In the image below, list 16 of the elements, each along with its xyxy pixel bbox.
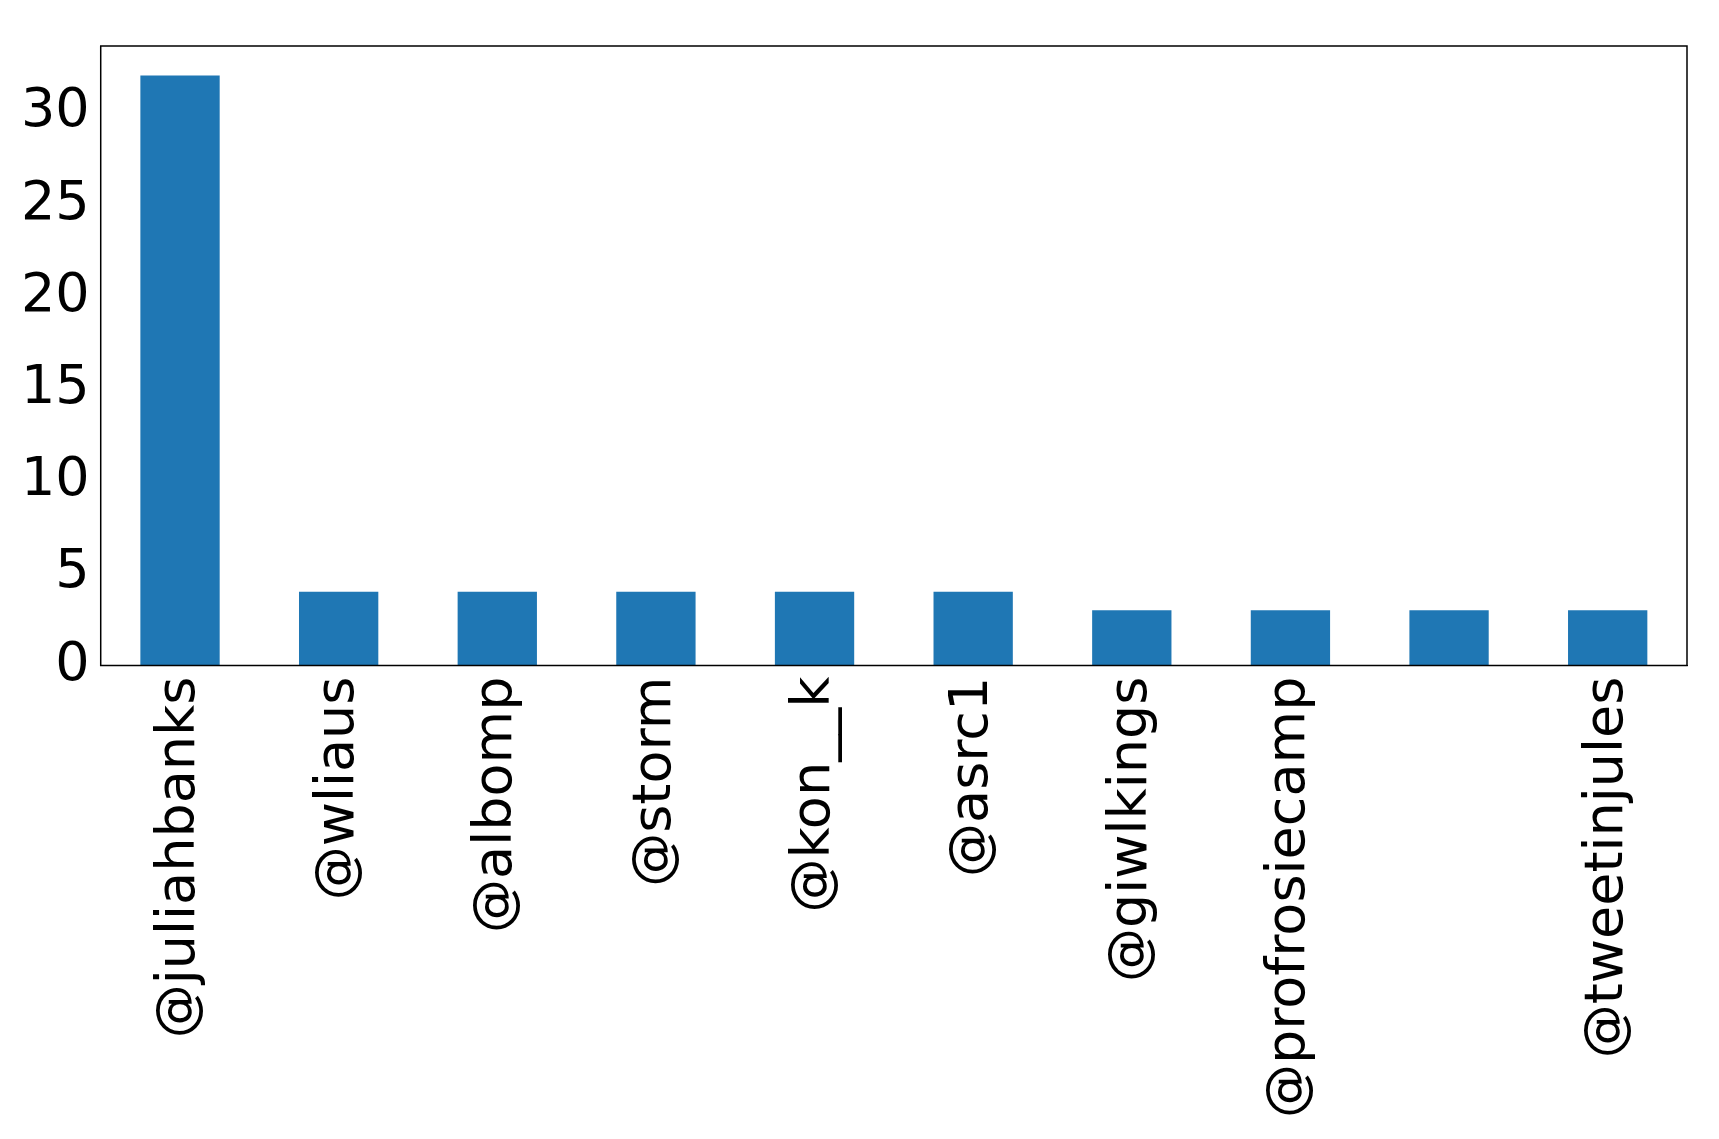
y-tick-label: 30 — [20, 76, 90, 140]
y-tick-label: 15 — [20, 353, 90, 417]
y-tick-label: 0 — [55, 629, 90, 693]
x-tick-label: @asrc1 — [937, 676, 1001, 877]
x-tick-label: @wliaus — [302, 676, 366, 901]
x-tick-label: @giwlkings — [1095, 676, 1159, 982]
x-tick-label: @tweetinjules — [1571, 676, 1635, 1059]
x-tick-label: @profrosiecamp — [1254, 676, 1318, 1119]
y-tick-label: 5 — [55, 537, 90, 601]
x-tick-label: @juliahbanks — [144, 676, 208, 1039]
y-tick-label: 25 — [20, 168, 90, 232]
y-tick-label: 20 — [20, 260, 90, 324]
y-tick-label: 10 — [20, 445, 90, 509]
x-tick-label: @albomp — [461, 676, 525, 933]
x-tick-label: @storm — [619, 676, 683, 887]
x-tick-label: @kon__k — [778, 675, 842, 913]
